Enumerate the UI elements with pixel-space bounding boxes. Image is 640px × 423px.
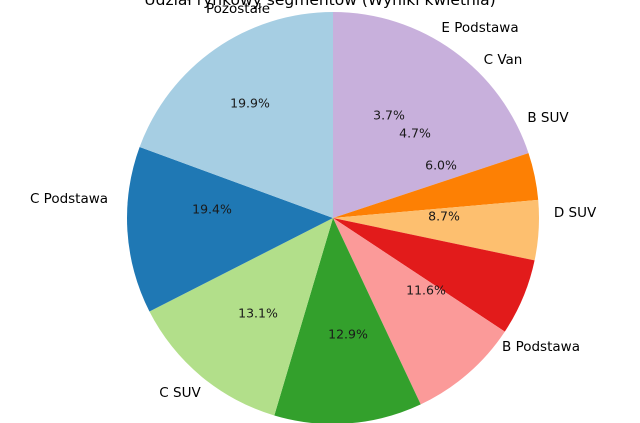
pie-slice[interactable] [333, 218, 505, 405]
pie-slice-percent-label: 12.9% [328, 326, 368, 342]
pie-slice-category-label: B SUV [527, 110, 569, 126]
pie-slice-percent-label: 3.7% [373, 107, 405, 123]
pie-slice-category-label: C Podstawa [29, 191, 109, 207]
pie-slice-percent-label: 6.0% [425, 157, 457, 173]
pie-slice-category-label: D SUV [553, 205, 597, 221]
pie-slice-percent-label: 4.7% [399, 125, 431, 141]
pie-slice-percent-label: 8.7% [428, 208, 460, 224]
pie-slice[interactable] [126, 147, 333, 312]
pie-slice-category-label: C Van [483, 52, 523, 68]
pie-slice-category-label: B Podstawa [502, 339, 580, 355]
pie-slice-percent-label: 19.4% [192, 201, 232, 217]
pie-slice-category-label: C SUV [159, 385, 201, 401]
pie-slice-percent-label: 13.1% [238, 305, 278, 321]
pie-slices-group [126, 12, 539, 423]
pie-slice[interactable] [333, 12, 529, 218]
pie-slice[interactable] [139, 12, 333, 218]
chart-title: Udział rynkowy segmentów (Wyniki kwietni… [144, 0, 496, 9]
pie-slice[interactable] [149, 218, 333, 416]
pie-slice-percent-label: 11.6% [406, 282, 446, 298]
pie-slice[interactable] [333, 153, 539, 218]
pie-slice[interactable] [333, 199, 539, 261]
pie-slice-category-label: Pozostałe [205, 1, 271, 17]
pie-slice[interactable] [333, 218, 535, 332]
pie-slice-category-label: E Podstawa [441, 20, 519, 36]
pie-slice[interactable] [274, 218, 421, 423]
pie-slice-percent-label: 19.9% [230, 95, 270, 111]
